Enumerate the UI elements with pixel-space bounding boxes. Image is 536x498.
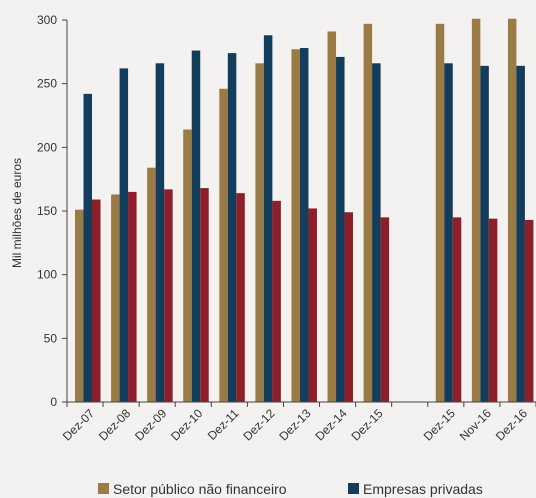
- x-tick-label: Dez-14: [312, 406, 349, 443]
- bar-series-1-dez-11: [227, 53, 237, 403]
- legend: Setor público não financeiro Empresas pr…: [98, 481, 483, 497]
- bar-series-0-dez-10: [183, 129, 192, 403]
- x-tick-label: Dez-09: [132, 406, 169, 443]
- y-axis-title: Mil milhões de euros: [10, 158, 24, 268]
- bar-series-0-dez-11: [219, 88, 228, 402]
- bar-series-2-dez-11: [236, 193, 245, 402]
- bar-series-2-nov-16: [488, 218, 498, 402]
- bar-series-0-dez-12: [255, 63, 264, 402]
- legend-swatch-empresas-privadas: [348, 483, 359, 494]
- bar-series-2-dez-09: [164, 189, 173, 402]
- x-tick-label: Dez-07: [60, 406, 97, 443]
- bar-series-1-dez-07: [83, 93, 92, 402]
- bar-series-1-dez-12: [263, 35, 273, 402]
- x-tick-label: Dez-08: [96, 406, 133, 443]
- y-tick-label: 200: [37, 140, 57, 154]
- bars-layer: [75, 18, 534, 403]
- bar-series-2-dez-08: [128, 191, 137, 402]
- bar-series-2-dez-13: [308, 208, 317, 402]
- bar-series-1-dez-10: [191, 50, 201, 403]
- bar-series-1-dez-09: [155, 63, 165, 402]
- x-tick-label: Dez-11: [205, 406, 242, 443]
- bar-series-1-dez-08: [119, 68, 129, 403]
- x-tick-label: Dez-10: [168, 406, 205, 443]
- bar-series-1-nov-16: [480, 65, 489, 402]
- bar-series-0-dez-08: [111, 194, 120, 402]
- bar-series-1-dez-14: [336, 56, 345, 402]
- legend-label-empresas-privadas: Empresas privadas: [363, 481, 483, 497]
- y-tick-label: 250: [37, 77, 57, 91]
- bar-series-0-nov-16: [471, 18, 481, 403]
- bar-series-1-dez-15: [444, 63, 453, 402]
- y-tick-label: 150: [37, 204, 57, 218]
- bar-series-0-dez-09: [147, 167, 156, 402]
- bar-series-0-dez-15: [363, 23, 373, 402]
- bar-series-2-dez-16: [524, 219, 534, 402]
- bar-series-0-dez-15: [435, 23, 445, 402]
- x-tick-label: Dez-15: [421, 406, 458, 443]
- legend-label-setor-publico: Setor público não financeiro: [113, 481, 287, 497]
- bar-series-1-dez-16: [516, 65, 525, 402]
- x-tick-label: Dez-15: [349, 406, 386, 443]
- x-tick-label: Dez-16: [493, 406, 530, 443]
- bar-series-2-dez-14: [344, 212, 354, 402]
- x-tick-label: Dez-13: [276, 406, 313, 443]
- bar-series-2-dez-07: [92, 199, 101, 402]
- bar-series-0-dez-13: [291, 49, 300, 402]
- bar-series-0-dez-16: [507, 18, 517, 403]
- y-tick-label: 300: [37, 13, 57, 27]
- bar-series-0-dez-07: [75, 209, 84, 402]
- bar-series-2-dez-12: [272, 200, 281, 402]
- x-tick-label: Dez-12: [240, 406, 277, 443]
- x-tick-label: Nov-16: [457, 406, 494, 443]
- bar-series-2-dez-10: [200, 188, 209, 402]
- bar-series-1-dez-15: [372, 63, 381, 402]
- y-axis-ticks: 0 50 100 150 200 250 300: [37, 13, 67, 409]
- bar-series-1-dez-13: [299, 48, 309, 402]
- y-tick-label: 0: [50, 395, 57, 409]
- bar-series-2-dez-15: [380, 217, 390, 402]
- bar-series-0-dez-14: [327, 31, 337, 403]
- y-tick-label: 100: [37, 268, 57, 282]
- y-tick-label: 50: [44, 331, 58, 345]
- legend-swatch-setor-publico: [98, 483, 109, 494]
- bar-series-2-dez-15: [452, 217, 462, 402]
